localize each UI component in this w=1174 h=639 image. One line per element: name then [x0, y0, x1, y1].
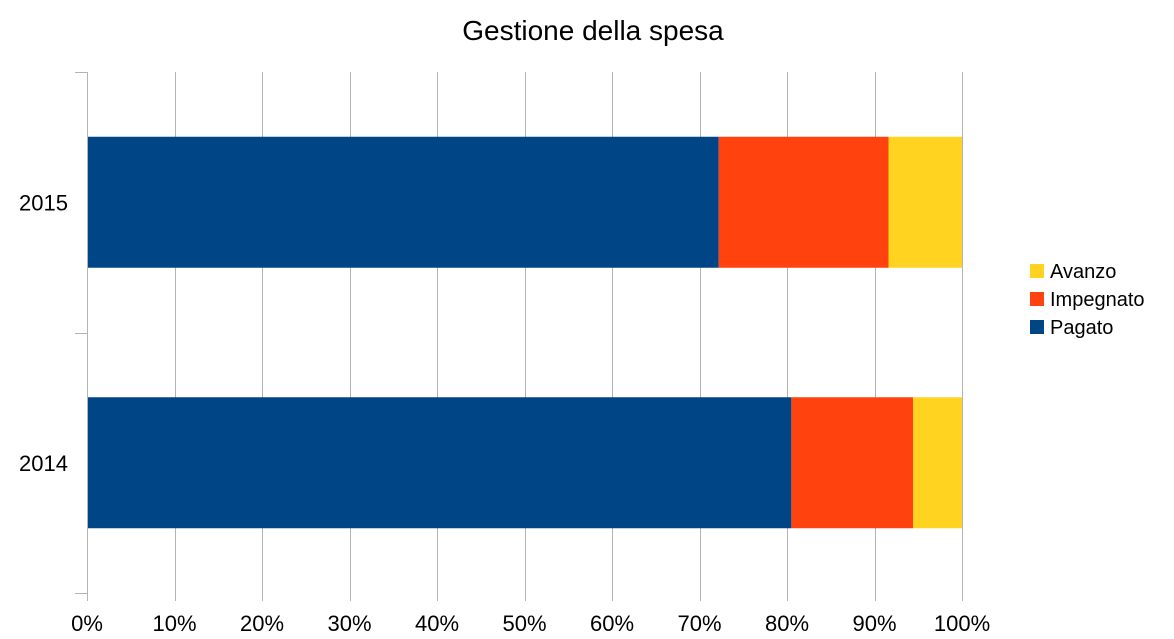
bars: [87, 136, 962, 529]
x-tick-label: 80%: [765, 611, 809, 636]
x-tick-label: 90%: [852, 611, 896, 636]
legend-label-avanzo: Avanzo: [1050, 261, 1116, 283]
legend-swatch-pagato: [1030, 320, 1044, 334]
x-tick-labels: 0% 10% 20% 30% 40% 50% 60% 70% 80% 90% 100%: [71, 611, 990, 636]
x-tick-label: 60%: [590, 611, 634, 636]
x-tick-label: 0%: [71, 611, 103, 636]
bar-segment-pagato-2015: [87, 136, 719, 268]
x-tick-label: 70%: [677, 611, 721, 636]
bar-segment-impegnato-2014: [791, 397, 913, 529]
axes: [75, 72, 88, 594]
y-tick-label: 2015: [19, 190, 68, 215]
legend: Avanzo Impegnato Pagato: [1030, 261, 1145, 339]
y-tick-labels: 2014 2015: [19, 190, 68, 476]
x-tick-label: 10%: [152, 611, 196, 636]
x-tick-label: 20%: [240, 611, 284, 636]
legend-label-impegnato: Impegnato: [1050, 289, 1145, 311]
legend-swatch-avanzo: [1030, 264, 1044, 278]
bar-segment-avanzo-2015: [888, 136, 962, 268]
chart-title: Gestione della spesa: [462, 15, 724, 46]
bar-segment-impegnato-2015: [718, 136, 889, 268]
x-tick-label: 100%: [934, 611, 990, 636]
bar-segment-pagato-2014: [87, 397, 792, 529]
legend-label-pagato: Pagato: [1050, 317, 1113, 339]
x-tick-label: 30%: [327, 611, 371, 636]
bar-segment-avanzo-2014: [913, 397, 962, 529]
x-tick-label: 50%: [502, 611, 546, 636]
legend-swatch-impegnato: [1030, 292, 1044, 306]
x-tick-label: 40%: [415, 611, 459, 636]
y-tick-label: 2014: [19, 451, 68, 476]
